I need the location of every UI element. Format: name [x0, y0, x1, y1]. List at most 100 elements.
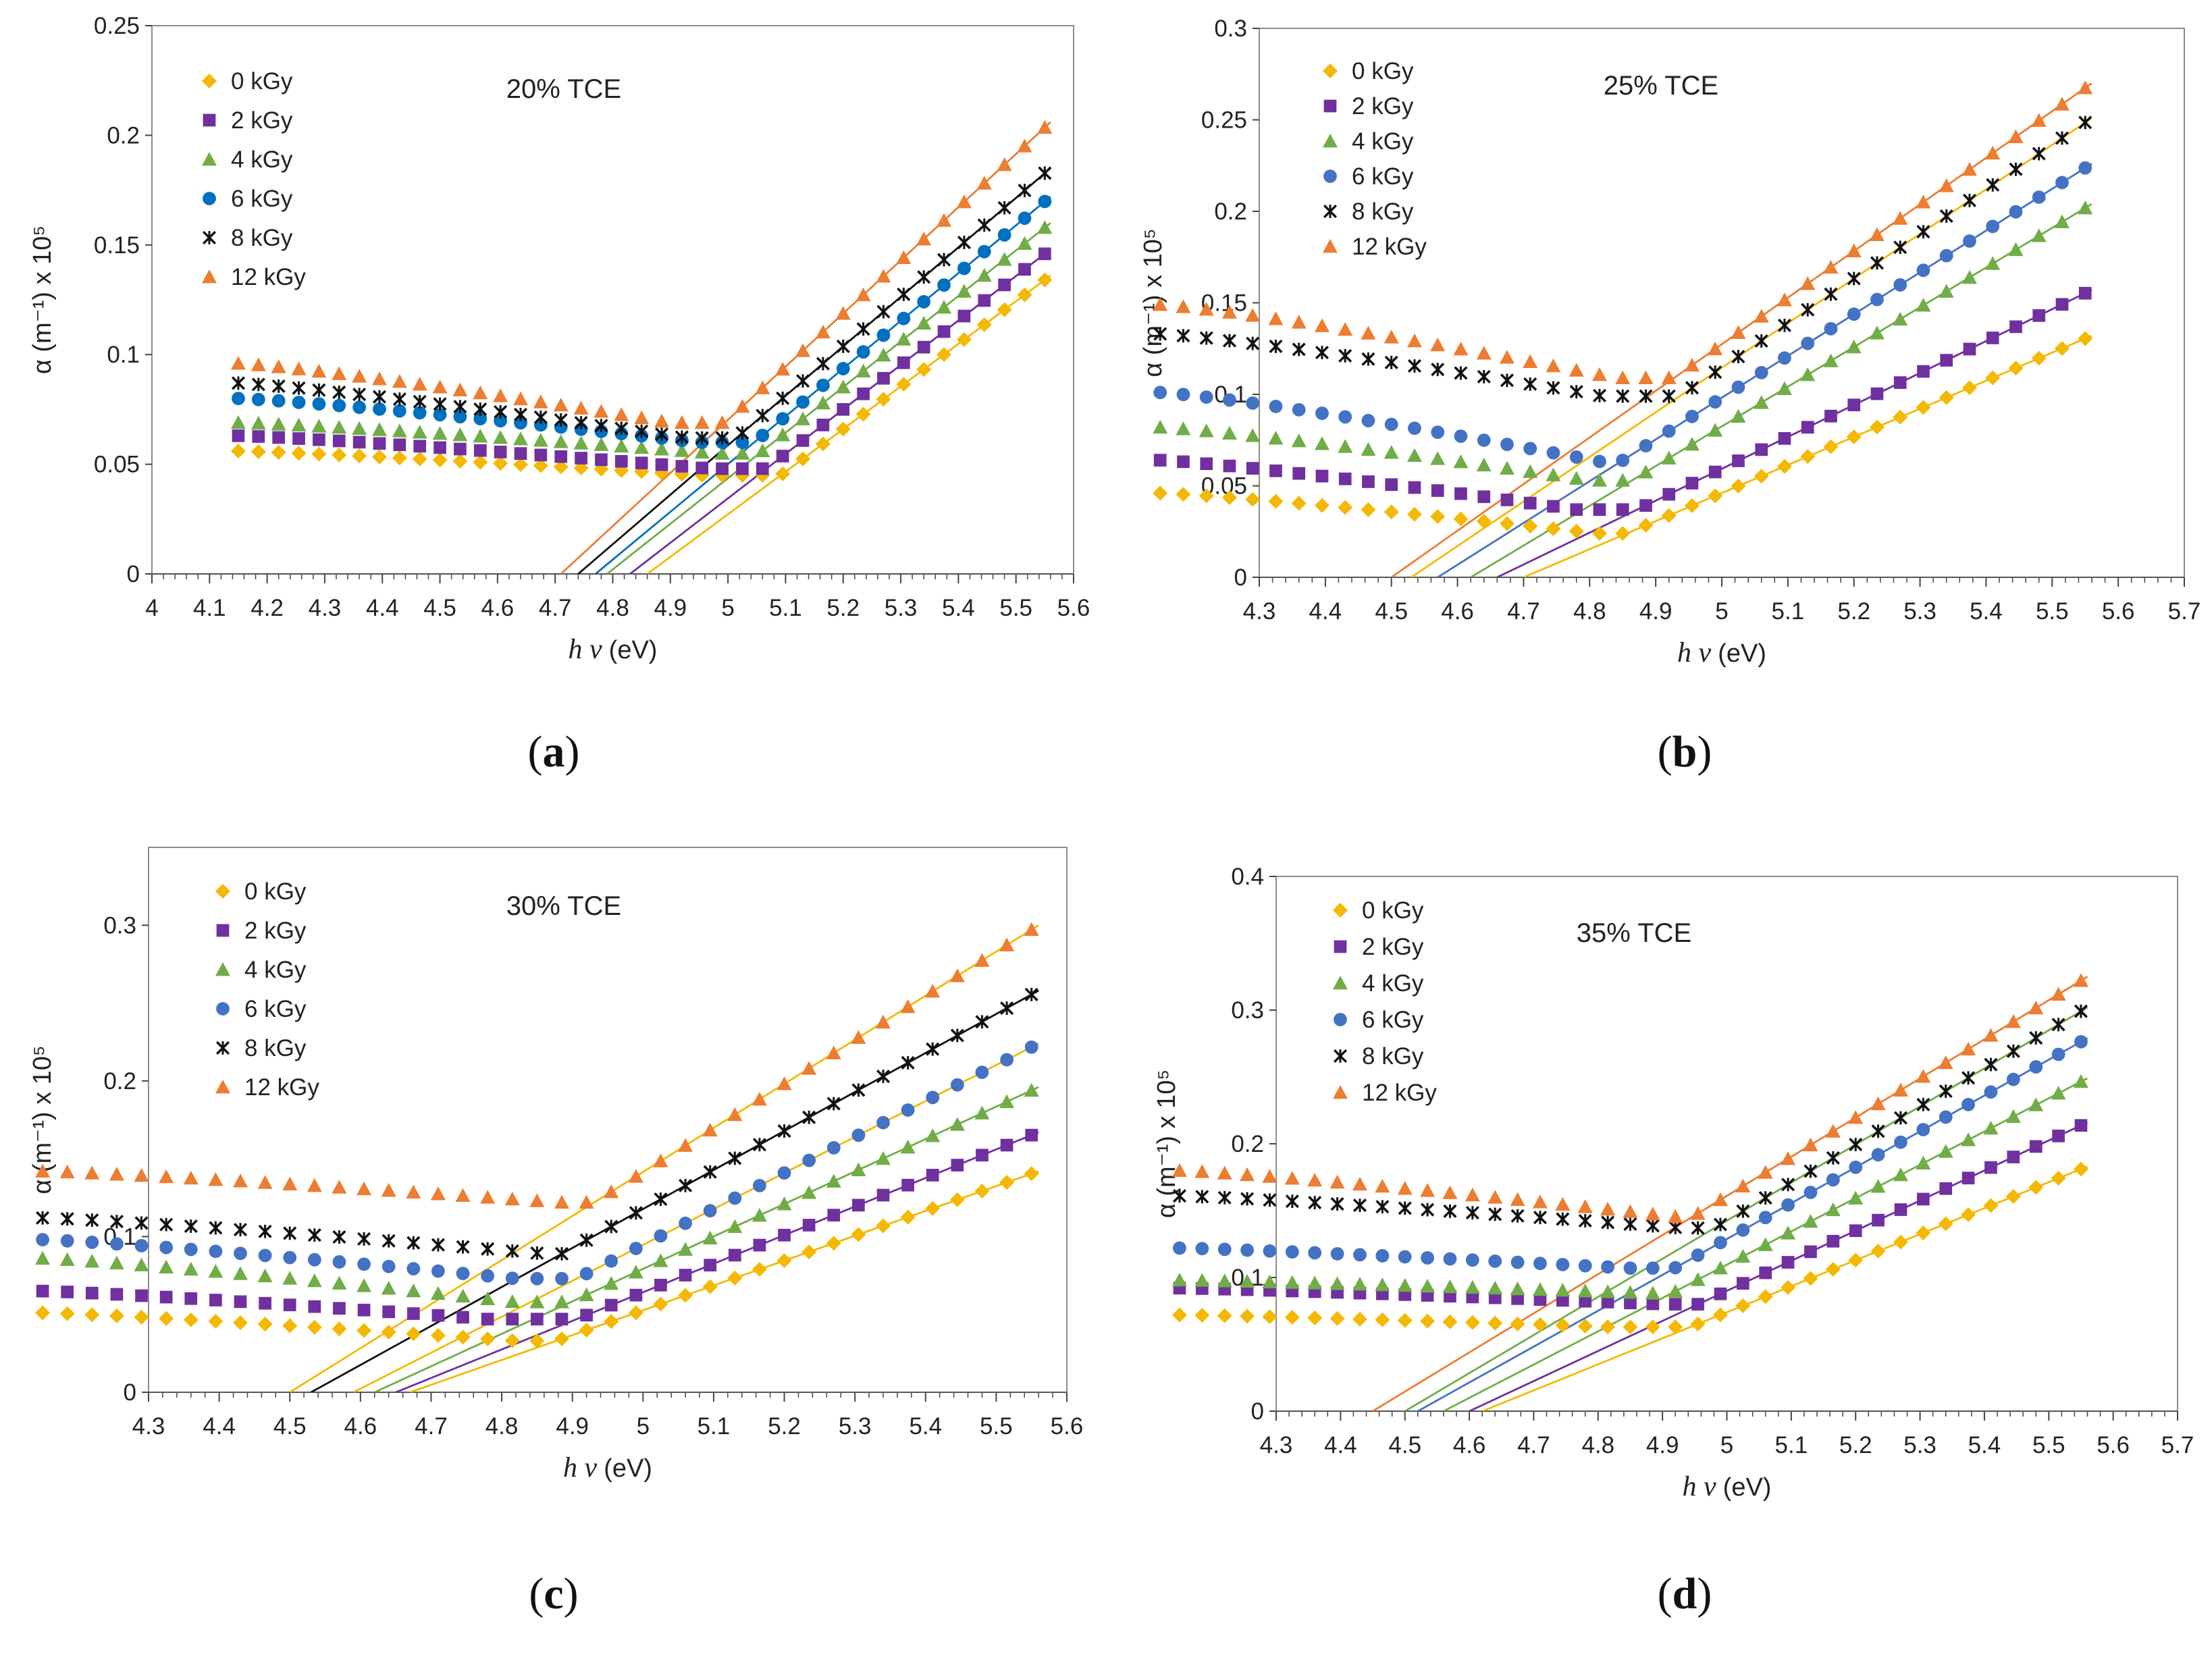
data-point	[1781, 1280, 1796, 1295]
x-tick-label: 4.5	[423, 595, 456, 621]
data-point	[271, 379, 286, 393]
data-point	[574, 416, 588, 430]
data-point	[1870, 292, 1884, 307]
fit-line-8-kgy	[310, 989, 1039, 1392]
data-point	[1668, 1220, 1683, 1235]
data-point	[2008, 242, 2024, 257]
data-point	[1406, 448, 1422, 463]
data-point	[1176, 487, 1191, 502]
data-point	[494, 446, 507, 458]
data-point	[494, 414, 508, 428]
data-point	[1804, 1245, 1817, 1259]
data-point	[678, 1138, 693, 1152]
data-point	[1384, 417, 1398, 431]
data-point	[1661, 370, 1677, 384]
legend-label: 0 kGy	[244, 878, 307, 905]
data-point	[925, 984, 941, 998]
data-point	[1476, 346, 1492, 360]
data-point	[1592, 388, 1607, 402]
x-tick-label: 4.4	[203, 1413, 236, 1440]
x-tick-label: 5.3	[1903, 598, 1937, 625]
data-point	[604, 1275, 619, 1290]
data-point	[1511, 1292, 1524, 1305]
data-point	[1466, 1290, 1479, 1304]
data-point	[473, 428, 488, 443]
data-point	[430, 1286, 446, 1300]
data-point	[1269, 399, 1283, 413]
legend-label: 0 kGy	[231, 68, 293, 95]
x-tick-label: 4.7	[1517, 1432, 1550, 1458]
data-point	[1330, 1197, 1344, 1211]
data-point	[531, 1313, 544, 1325]
data-point	[635, 424, 649, 438]
x-axis-label: h v (eV)	[1683, 1471, 1772, 1502]
data-point	[453, 410, 467, 424]
data-point	[208, 1172, 223, 1186]
data-point	[332, 398, 346, 413]
legend-marker	[1323, 134, 1338, 148]
data-point	[357, 1323, 372, 1338]
data-point	[1708, 465, 1722, 479]
data-point	[1986, 219, 2000, 234]
data-point	[1824, 409, 1837, 423]
data-point	[432, 452, 448, 468]
data-point	[1240, 1273, 1255, 1288]
data-point	[1555, 1282, 1571, 1297]
data-point	[1200, 457, 1213, 471]
data-point	[1985, 370, 2001, 386]
data-point	[332, 1255, 346, 1269]
data-point	[1397, 1313, 1413, 1328]
data-point	[1826, 1234, 1840, 1248]
data-point	[234, 1246, 247, 1261]
data-point	[373, 437, 386, 450]
data-point	[1800, 449, 1816, 465]
x-axis-label-symbol: h v	[1677, 637, 1712, 668]
data-point	[654, 1229, 668, 1243]
data-point	[1025, 1128, 1038, 1142]
data-point	[951, 1159, 964, 1171]
data-point	[1755, 443, 1768, 456]
data-point	[1708, 365, 1722, 379]
data-point	[312, 397, 326, 411]
data-point	[271, 445, 286, 460]
data-point	[815, 324, 831, 339]
data-point	[357, 1232, 371, 1246]
x-tick-label: 4.6	[1441, 598, 1474, 625]
data-point	[513, 456, 528, 472]
data-point	[1533, 1293, 1547, 1306]
data-point	[1499, 460, 1515, 475]
data-point	[554, 1331, 569, 1346]
data-point	[1430, 509, 1446, 525]
data-point	[1893, 376, 1907, 389]
data-point	[835, 379, 851, 394]
data-point	[2078, 286, 2092, 300]
data-point	[230, 444, 246, 459]
data-point	[1894, 1135, 1907, 1149]
panel-label-letter: a	[543, 727, 565, 776]
data-point	[1916, 225, 1930, 239]
data-point	[949, 1192, 965, 1207]
data-point	[1352, 1277, 1367, 1291]
data-point	[1217, 1190, 1232, 1205]
data-point	[184, 1292, 198, 1305]
data-point	[513, 407, 528, 421]
data-point	[134, 1309, 149, 1325]
data-point	[1477, 369, 1491, 384]
data-point	[802, 1219, 816, 1232]
data-point	[937, 278, 951, 292]
data-point	[209, 1221, 223, 1235]
data-point	[634, 410, 650, 425]
data-point	[1375, 1312, 1390, 1327]
data-point	[1240, 1309, 1255, 1324]
data-point	[1824, 322, 1838, 336]
data-point	[917, 340, 930, 354]
data-point	[714, 446, 730, 460]
data-point	[1849, 1160, 1863, 1174]
data-point	[480, 1331, 496, 1346]
data-point	[332, 1321, 347, 1337]
data-point	[916, 232, 932, 246]
data-point	[1000, 1053, 1013, 1067]
data-point	[233, 1223, 248, 1237]
data-point	[456, 1240, 470, 1254]
data-point	[1893, 1234, 1908, 1250]
